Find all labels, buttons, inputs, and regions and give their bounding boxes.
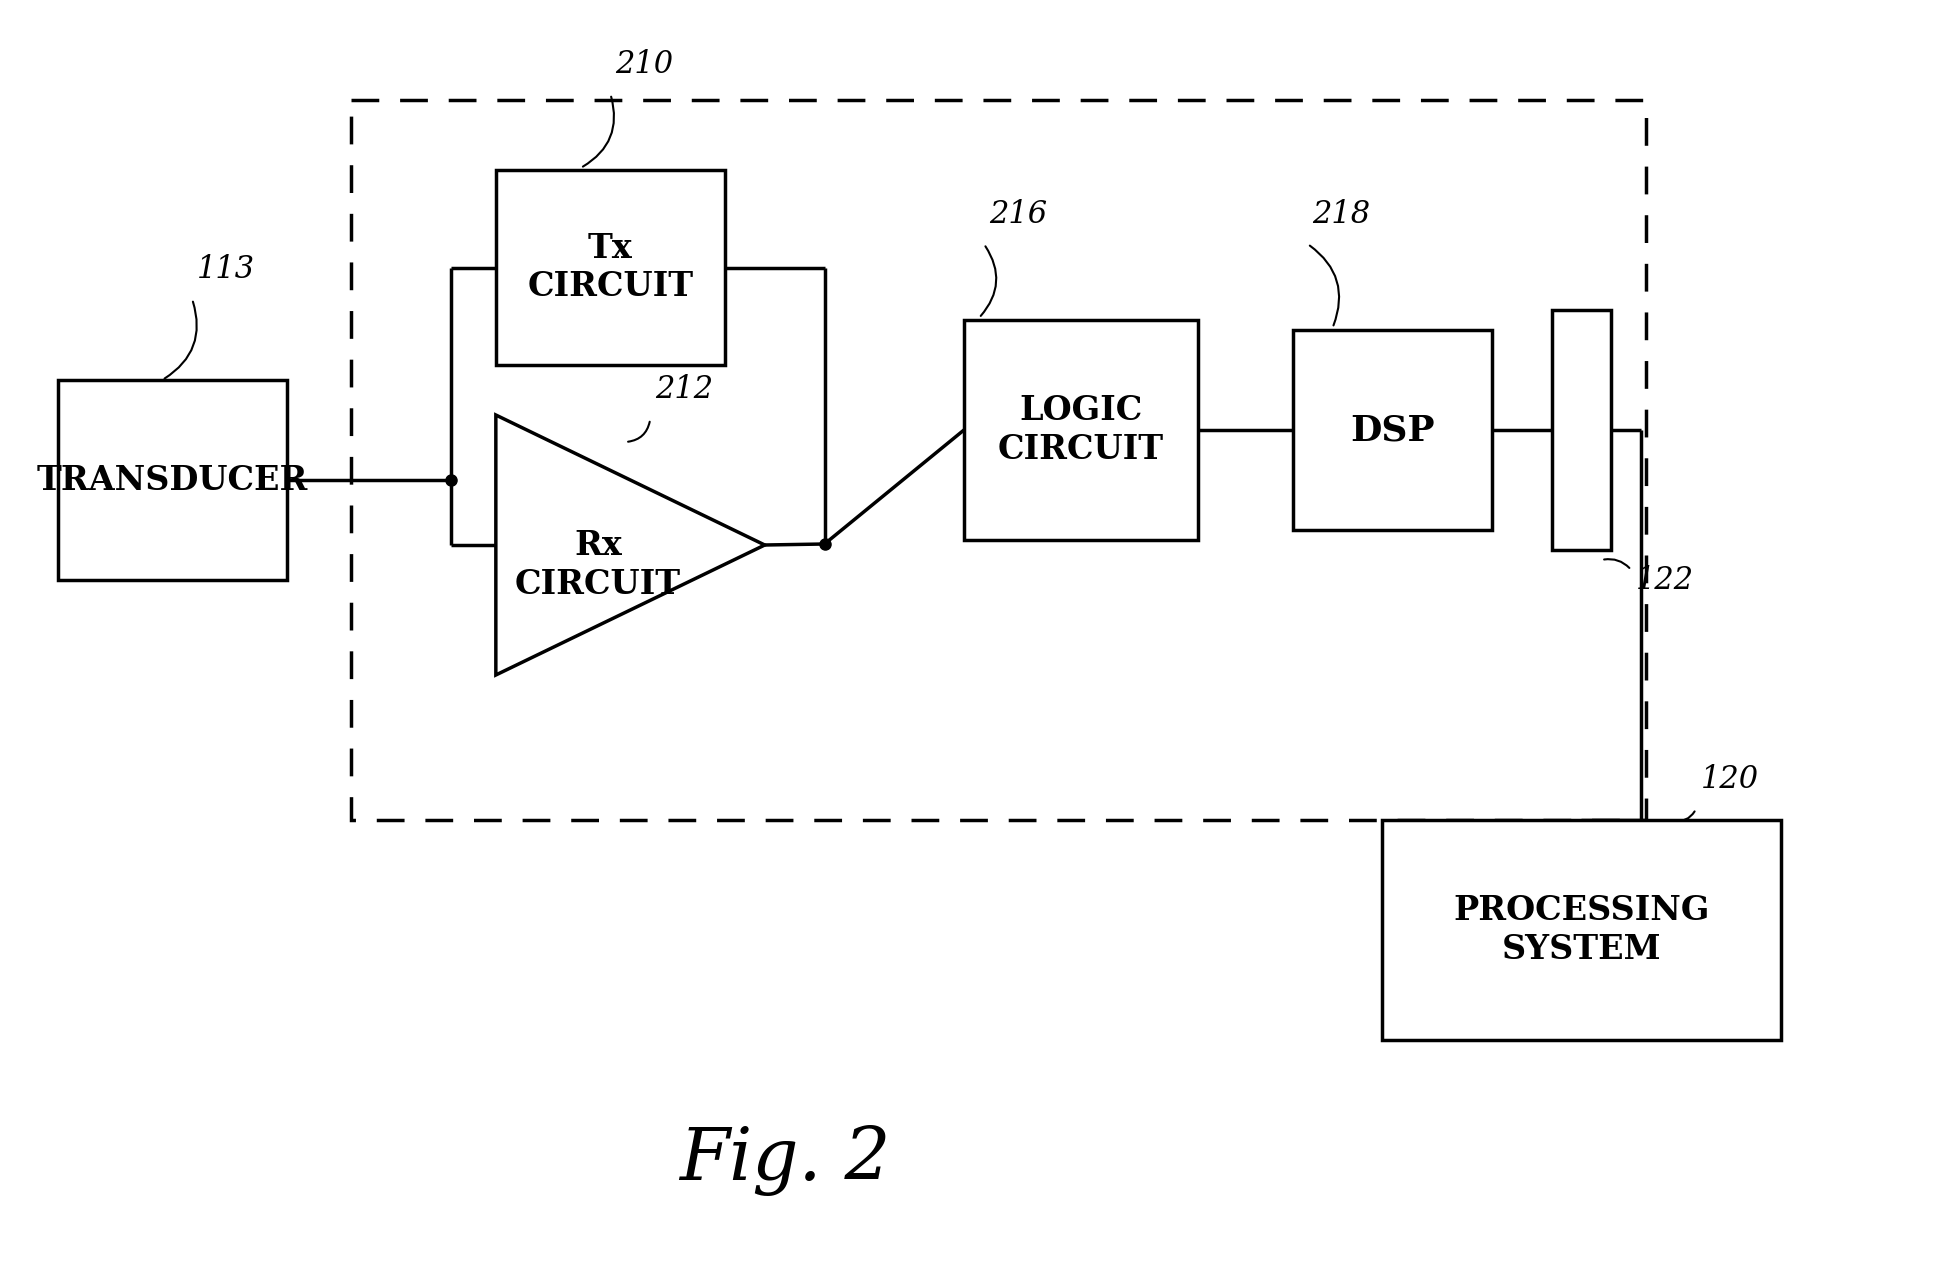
Text: Fig. 2: Fig. 2 xyxy=(679,1125,891,1196)
Polygon shape xyxy=(495,415,765,675)
Text: DSP: DSP xyxy=(1351,413,1434,447)
Bar xyxy=(1293,330,1493,530)
Text: TRANSDUCER: TRANSDUCER xyxy=(37,463,309,497)
Bar xyxy=(351,100,1646,820)
Text: Rx
CIRCUIT: Rx CIRCUIT xyxy=(514,530,681,600)
Text: 120: 120 xyxy=(1700,764,1759,795)
Bar xyxy=(495,170,724,365)
Text: 212: 212 xyxy=(656,374,714,404)
Bar xyxy=(1551,310,1611,550)
Text: 216: 216 xyxy=(988,198,1046,230)
Text: PROCESSING
SYSTEM: PROCESSING SYSTEM xyxy=(1454,895,1710,965)
Text: 113: 113 xyxy=(198,253,254,285)
Text: Tx
CIRCUIT: Tx CIRCUIT xyxy=(528,232,693,303)
Text: 122: 122 xyxy=(1636,564,1694,595)
Text: 218: 218 xyxy=(1312,198,1370,230)
Bar xyxy=(965,320,1198,540)
Text: 210: 210 xyxy=(615,49,674,81)
Bar xyxy=(1382,820,1780,1039)
Bar xyxy=(58,380,287,580)
Text: LOGIC
CIRCUIT: LOGIC CIRCUIT xyxy=(998,394,1165,466)
